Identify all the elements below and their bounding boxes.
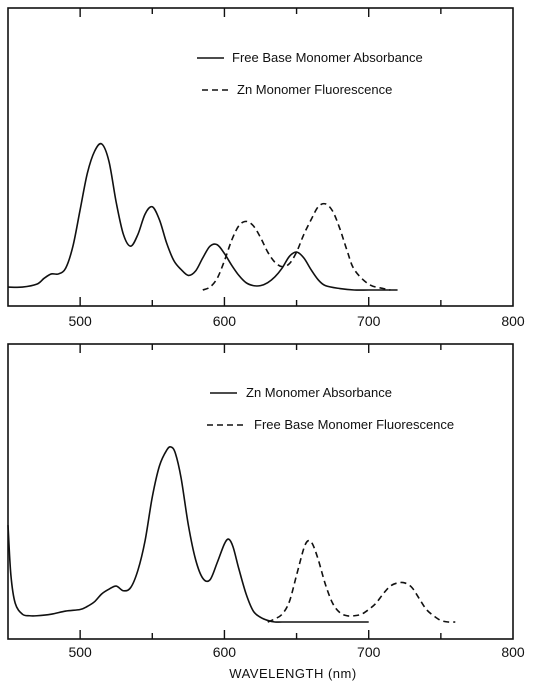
chart-bottom: 500 600 700 800 Zn Monomer Absorbance Fr…	[7, 343, 525, 681]
chart-bottom-legend: Zn Monomer Absorbance Free Base Monomer …	[207, 385, 454, 432]
chart-bottom-tick-label: 500	[68, 644, 92, 660]
chart-top-frame	[7, 7, 514, 307]
chart-top-tick-label: 500	[68, 313, 92, 329]
x-axis-label: WAVELENGTH (nm)	[229, 666, 356, 681]
series-free-base-monomer-fluorescence	[267, 539, 456, 623]
chart-top-tick-labels: 500 600 700 800	[68, 313, 524, 329]
series-free-base-monomer-absorbance	[7, 142, 398, 291]
chart-top-legend: Free Base Monomer Absorbance Zn Monomer …	[197, 50, 423, 97]
chart-bottom-tick-label: 600	[213, 644, 237, 660]
chart-bottom-tick-labels: 500 600 700 800	[68, 644, 524, 660]
chart-bottom-tick-label: 700	[357, 644, 381, 660]
chart-bottom-curves	[7, 446, 456, 623]
legend-entry-zn-monomer-absorbance: Zn Monomer Absorbance	[246, 385, 392, 400]
chart-top: 500 600 700 800 Free Base Monomer Absorb…	[7, 7, 525, 329]
chart-bottom-ticks	[79, 344, 442, 639]
chart-bottom-frame	[7, 343, 514, 640]
chart-top-curves	[7, 142, 398, 291]
legend-entry-zn-monomer-fluorescence: Zn Monomer Fluorescence	[237, 82, 392, 97]
chart-bottom-tick-label: 800	[501, 644, 525, 660]
chart-top-ticks	[79, 8, 442, 306]
legend-entry-free-base-monomer-absorbance: Free Base Monomer Absorbance	[232, 50, 423, 65]
chart-top-tick-label: 800	[501, 313, 525, 329]
legend-entry-free-base-monomer-fluorescence: Free Base Monomer Fluorescence	[254, 417, 454, 432]
series-zn-monomer-fluorescence	[202, 202, 391, 291]
chart-top-tick-label: 700	[357, 313, 381, 329]
chart-top-tick-label: 600	[213, 313, 237, 329]
series-zn-monomer-absorbance	[7, 446, 369, 623]
